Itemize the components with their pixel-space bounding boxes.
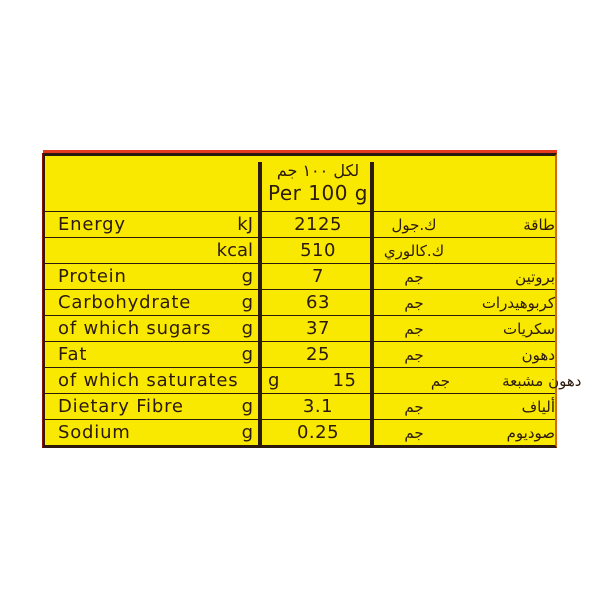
nutrient-unit: g (241, 292, 253, 313)
nutrient-unit: g (241, 318, 253, 339)
nutrient-unit-arabic: جم (404, 319, 424, 338)
nutrient-label-arabic: دهون (521, 345, 555, 364)
nutrient-value: 0.25 (296, 422, 340, 443)
table-row-energy-kj: Energy kJ 2125 ك.جول طاقة (45, 211, 555, 237)
nutrient-unit: g (241, 266, 253, 287)
nutrient-label-arabic: كربوهيدرات (481, 293, 555, 312)
nutrient-unit-arabic: جم (404, 423, 424, 442)
nutrient-unit: g (241, 396, 253, 417)
value-column-divider-left (258, 162, 262, 445)
nutrient-unit-arabic: ك.كالوري (383, 241, 445, 260)
nutrient-unit: g (241, 344, 253, 365)
nutrition-table: لكل ١٠٠ جم Per 100 g Energy kJ 2125 ك.جو… (43, 153, 581, 448)
nutrient-label: Energy (58, 214, 126, 235)
table-row-energy-kcal: kcal 510 ك.كالوري (45, 237, 555, 263)
nutrient-label: Sodium (58, 422, 131, 443)
value-column-divider-right (370, 162, 374, 445)
nutrient-value: 3.1 (302, 396, 334, 417)
nutrient-label-arabic: سكريات (503, 319, 555, 338)
table-row-protein: Protein g 7 جم بروتين (45, 263, 555, 289)
nutrient-value: 2125 (294, 214, 342, 235)
nutrient-label: Fat (58, 344, 88, 365)
nutrient-unit: g (268, 370, 280, 391)
nutrient-label-arabic: بروتين (515, 267, 555, 286)
table-row-carbohydrate: Carbohydrate g 63 جم كربوهيدرات (45, 289, 555, 315)
nutrient-value: 7 (312, 266, 324, 287)
per-100g-arabic: لكل ١٠٠ جم (276, 161, 360, 180)
nutrient-unit: g (241, 422, 253, 443)
nutrient-label: of which saturates (58, 370, 239, 391)
nutrient-value: 25 (306, 344, 330, 365)
nutrient-unit-arabic: ك.جول (391, 215, 437, 234)
nutrient-value: 63 (306, 292, 330, 313)
nutrient-label-arabic: ألياف (521, 397, 555, 416)
table-row-dietary-fibre: Dietary Fibre g 3.1 جم ألياف (45, 393, 555, 419)
nutrient-unit-arabic: جم (404, 267, 424, 286)
nutrient-label: Carbohydrate (58, 292, 192, 313)
nutrient-label: Dietary Fibre (58, 396, 184, 417)
red-accent-line (43, 150, 557, 153)
table-row-sodium: Sodium g 0.25 جم صوديوم (45, 419, 555, 445)
nutrient-unit-arabic: جم (404, 345, 424, 364)
nutrient-unit: kcal (216, 240, 253, 261)
table-row-sugars: of which sugars g 37 جم سكريات (45, 315, 555, 341)
per-100g-header: لكل ١٠٠ جم Per 100 g (260, 161, 376, 206)
per-100g-english: Per 100 g (268, 181, 368, 205)
table-header-row: لكل ١٠٠ جم Per 100 g (45, 156, 555, 211)
nutrient-label-arabic: دهون مشبعة (502, 371, 582, 390)
nutrient-label: Protein (58, 266, 127, 287)
table-row-fat: Fat g 25 جم دهون (45, 341, 555, 367)
nutrition-panel: لكل ١٠٠ جم Per 100 g Energy kJ 2125 ك.جو… (43, 150, 581, 448)
nutrient-unit-arabic: جم (404, 397, 424, 416)
table-row-saturates: of which saturates g 15 جم دهون مشبعة (45, 367, 581, 393)
nutrient-unit-arabic: جم (404, 293, 424, 312)
nutrient-value: 37 (306, 318, 330, 339)
nutrient-label-arabic: طاقة (523, 215, 555, 234)
nutrient-value: 510 (300, 240, 336, 261)
nutrient-value: 15 (332, 370, 357, 391)
nutrient-unit: kJ (237, 214, 253, 235)
nutrient-label-arabic: صوديوم (506, 423, 555, 442)
nutrient-unit-arabic: جم (430, 371, 451, 390)
nutrient-label: of which sugars (58, 318, 212, 339)
